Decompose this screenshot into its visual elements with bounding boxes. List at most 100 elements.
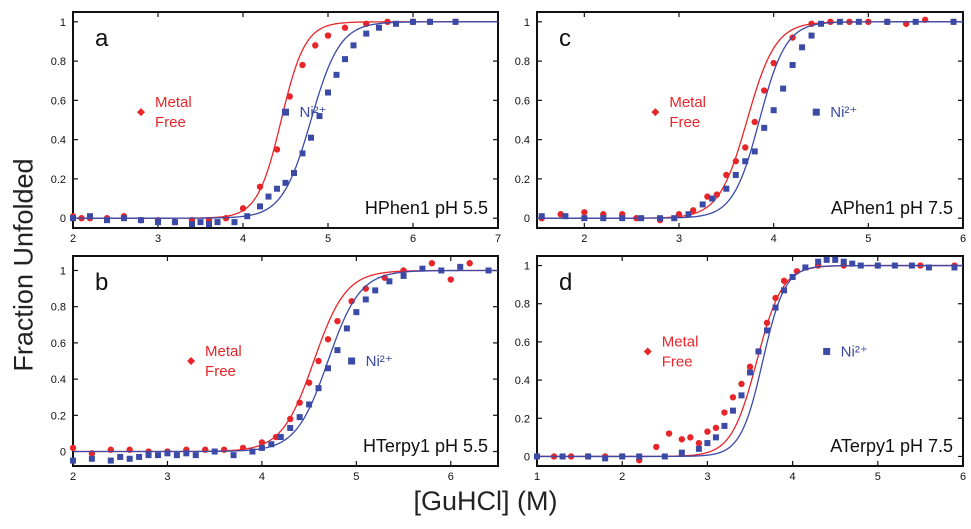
legend-marker-metal-free	[643, 347, 652, 356]
data-point-ni	[685, 211, 692, 218]
y-tick-label: 0.2	[51, 174, 66, 186]
data-point-ni	[678, 449, 685, 456]
x-tick-label: 1	[534, 471, 540, 483]
data-point-ni	[136, 453, 143, 460]
y-tick-label: 0	[524, 213, 530, 225]
x-tick-label: 4	[240, 233, 246, 245]
data-point-ni	[230, 452, 237, 459]
fit-curve-metal_free	[73, 269, 498, 453]
data-point-ni	[799, 44, 806, 51]
annotation-text-metal_free: Free	[205, 363, 236, 380]
y-tick-label: 0.6	[515, 95, 530, 107]
data-point-ni	[427, 18, 433, 25]
data-point-ni	[343, 325, 350, 332]
data-point-ni	[671, 215, 678, 222]
data-point-ni	[164, 450, 171, 457]
data-point-metal_free	[742, 144, 749, 151]
data-point-ni	[325, 365, 331, 372]
data-point-ni	[88, 455, 95, 462]
y-tick-label: 0	[60, 447, 66, 459]
data-point-metal_free	[675, 211, 683, 218]
data-point-ni	[214, 219, 221, 226]
data-point-metal_free	[256, 183, 264, 190]
data-point-ni	[244, 213, 251, 220]
data-point-ni	[452, 18, 459, 25]
x-tick-label: 6	[410, 233, 416, 245]
legend-marker-metal-free	[651, 108, 660, 117]
data-point-ni	[306, 401, 313, 408]
annotation-text-metal_free: Free	[662, 353, 693, 370]
data-point-metal_free	[315, 357, 322, 365]
data-point-ni	[70, 457, 76, 464]
data-point-ni	[104, 217, 110, 224]
x-axis-label: [GuHCl] (M)	[413, 486, 558, 516]
panel-d: 0 0.2 0.4 0.6 0.8 1 1 2 3 4 5 6 Metal Free Ni²⁺ d ATerpy…	[515, 255, 966, 483]
data-point-ni	[951, 264, 958, 271]
data-point-ni	[277, 434, 284, 441]
panel-b: 0 0.2 0.4 0.6 0.8 1 2 3 4 5 6 Metal Free Ni²⁺ b HTerpy1…	[51, 255, 499, 483]
data-point-ni	[747, 369, 753, 376]
data-point-ni	[231, 219, 238, 226]
data-point-ni	[282, 179, 289, 186]
y-tick-label: 0.4	[51, 374, 66, 386]
data-point-ni	[316, 113, 323, 120]
panel-letter: c	[559, 25, 571, 52]
data-point-ni	[751, 148, 758, 155]
x-tick-label: 7	[495, 233, 501, 245]
data-point-ni	[257, 203, 263, 210]
data-point-metal_free	[384, 18, 391, 26]
data-point-ni	[729, 407, 736, 414]
data-point-ni	[393, 20, 399, 27]
x-tick-label: 3	[704, 471, 710, 483]
fit-curve-ni	[537, 21, 963, 219]
data-point-ni	[173, 452, 180, 459]
y-tick-label: 1	[60, 265, 66, 277]
data-point-ni	[619, 215, 626, 222]
data-point-ni	[249, 448, 256, 455]
annotation-text-ni: Ni²⁺	[300, 104, 327, 121]
data-point-metal_free	[557, 211, 564, 218]
data-point-ni	[950, 18, 957, 25]
data-point-ni	[211, 448, 218, 455]
data-point-ni	[534, 453, 540, 460]
data-point-metal_free	[581, 209, 588, 216]
data-point-ni	[661, 453, 668, 460]
data-point-ni	[333, 71, 340, 78]
legend-marker-ni	[812, 108, 820, 116]
fit-curve-ni	[73, 21, 498, 219]
x-tick-label: 5	[865, 233, 871, 245]
panel-label: APhen1 pH 7.5	[831, 198, 953, 218]
data-point-ni	[849, 260, 856, 267]
annotation-text-ni: Ni²⁺	[830, 104, 857, 121]
data-point-metal_free	[428, 260, 436, 267]
data-point-ni	[780, 85, 787, 92]
panel-frame	[536, 11, 964, 229]
data-point-ni	[781, 287, 788, 294]
data-point-ni	[145, 452, 152, 459]
data-point-ni	[636, 453, 643, 460]
panel-label: HTerpy1 pH 5.5	[363, 436, 488, 456]
data-point-ni	[287, 424, 294, 431]
annotation-text-metal_free: Metal	[155, 94, 192, 111]
data-point-metal_free	[738, 380, 745, 388]
data-point-ni	[891, 262, 898, 269]
data-point-ni	[121, 215, 127, 222]
x-tick-label: 6	[960, 233, 966, 245]
data-point-ni	[912, 18, 919, 25]
data-point-ni	[438, 267, 445, 274]
data-point-metal_free	[665, 430, 673, 437]
data-point-metal_free	[704, 428, 711, 435]
y-tick-label: 0.6	[515, 337, 530, 349]
data-point-metal_free	[772, 294, 779, 302]
data-point-metal_free	[827, 18, 834, 26]
y-tick-label: 0.2	[51, 410, 66, 422]
x-tick-label: 4	[771, 233, 777, 245]
data-point-metal_free	[780, 277, 788, 285]
data-point-ni	[192, 452, 199, 459]
data-point-metal_free	[746, 363, 754, 370]
data-point-metal_free	[729, 394, 737, 401]
data-point-ni	[836, 18, 843, 25]
data-point-ni	[206, 221, 212, 228]
x-tick-label: 6	[448, 471, 454, 483]
data-point-ni	[704, 440, 711, 447]
